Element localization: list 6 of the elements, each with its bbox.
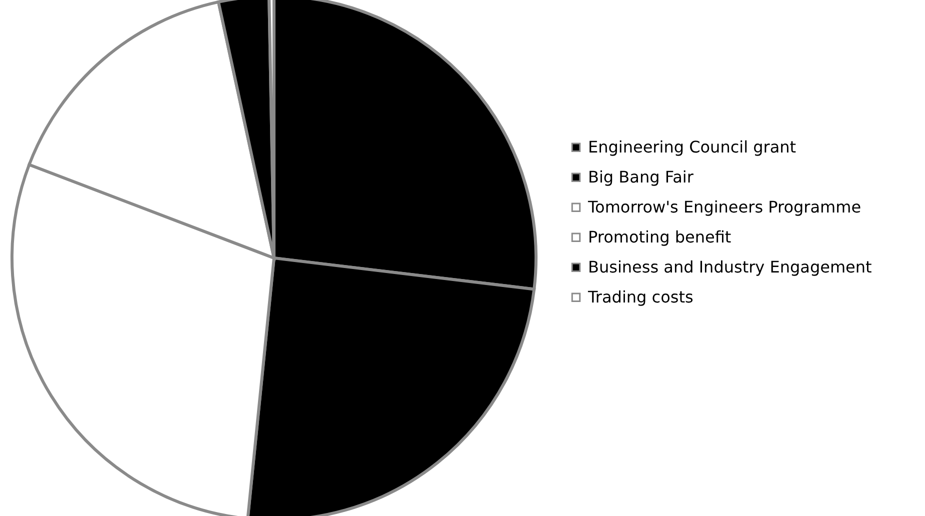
legend-label: Engineering Council grant — [588, 137, 796, 156]
legend-label: Big Bang Fair — [588, 167, 694, 186]
legend-label: Business and Industry Engagement — [588, 257, 872, 276]
legend-label: Tomorrow's Engineers Programme — [587, 197, 862, 216]
legend-label: Promoting benefit — [588, 227, 732, 246]
legend-label: Trading costs — [587, 287, 694, 306]
